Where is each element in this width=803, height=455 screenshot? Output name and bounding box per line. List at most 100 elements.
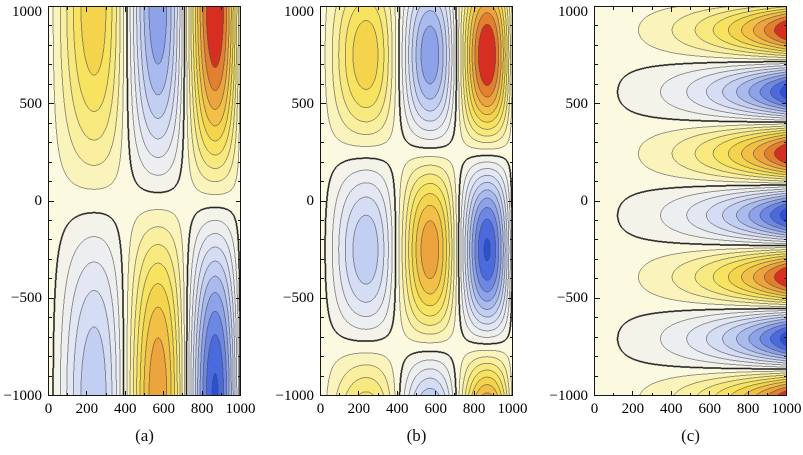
y-tick-mark — [49, 258, 52, 260]
y-tick-mark — [595, 239, 598, 241]
y-tick-mark — [235, 103, 240, 105]
x-tick-label: 1000 — [225, 401, 256, 417]
x-tick-mark — [48, 7, 49, 12]
y-tick-mark — [509, 181, 512, 183]
y-tick-mark — [237, 142, 240, 144]
y-tick-mark — [49, 278, 52, 280]
y-tick-label: 0 — [34, 193, 43, 209]
x-tick-mark — [435, 7, 437, 12]
x-tick-label: 200 — [75, 401, 99, 417]
x-tick-mark — [492, 392, 494, 395]
y-tick-mark — [321, 181, 324, 183]
x-tick-mark — [377, 7, 379, 10]
y-tick-mark — [783, 122, 786, 124]
y-tick-label: −1000 — [549, 387, 588, 404]
y-tick-mark — [235, 6, 240, 7]
y-tick-mark — [595, 395, 600, 396]
y-tick-mark — [509, 336, 512, 338]
y-tick-mark — [49, 6, 54, 7]
x-tick-mark — [67, 392, 69, 395]
y-tick-mark — [235, 395, 240, 396]
y-tick-mark — [509, 239, 512, 241]
y-tick-mark — [49, 297, 54, 299]
y-tick-label: 500 — [19, 95, 43, 112]
x-tick-mark — [163, 390, 165, 395]
y-tick-mark — [595, 297, 600, 299]
x-tick-mark — [632, 390, 634, 395]
x-tick-label: 1000 — [497, 401, 528, 417]
x-tick-mark — [690, 392, 691, 395]
y-tick-mark — [781, 6, 786, 7]
x-tick-mark — [124, 7, 126, 12]
x-tick-label: 0 — [316, 401, 325, 417]
x-tick-mark — [728, 7, 730, 10]
y-tick-mark — [595, 317, 598, 319]
x-tick-label: 1000 — [771, 401, 802, 417]
x-tick-mark — [512, 7, 513, 12]
x-tick-mark — [473, 390, 475, 395]
y-tick-label: −500 — [283, 290, 314, 307]
y-tick-mark — [237, 161, 240, 163]
y-tick-mark — [237, 239, 240, 241]
y-tick-mark — [49, 317, 52, 319]
y-tick-mark — [595, 142, 598, 144]
y-tick-mark — [237, 44, 240, 46]
y-tick-mark — [509, 356, 512, 358]
y-tick-mark — [49, 200, 54, 202]
y-tick-mark — [237, 356, 240, 358]
x-tick-mark — [786, 7, 787, 12]
x-tick-mark — [594, 390, 595, 395]
x-tick-mark — [144, 7, 145, 10]
x-tick-mark — [651, 7, 653, 10]
y-tick-mark — [595, 200, 600, 202]
y-tick-mark — [783, 336, 786, 338]
x-tick-mark — [220, 392, 222, 395]
y-tick-mark — [595, 122, 598, 124]
y-tick-mark — [783, 25, 786, 27]
x-tick-mark — [86, 390, 88, 395]
contour-panel-c: (c) 0 200 400 600 800 1000 1000 500 0 −500 −1000 — [550, 4, 802, 445]
y-tick-mark — [595, 161, 598, 163]
contour-plot-a — [48, 6, 241, 396]
x-tick-mark — [435, 390, 437, 395]
y-tick-mark — [783, 258, 786, 260]
y-tick-mark — [321, 64, 324, 66]
y-tick-label: 1000 — [558, 4, 588, 20]
y-tick-mark — [321, 103, 326, 105]
y-tick-mark — [509, 142, 512, 144]
y-tick-mark — [595, 83, 598, 85]
x-tick-mark — [747, 390, 749, 395]
y-tick-mark — [783, 83, 786, 85]
y-tick-mark — [595, 25, 598, 27]
panel-caption-b: (b) — [406, 426, 427, 445]
y-tick-mark — [237, 64, 240, 66]
y-tick-mark — [509, 375, 512, 377]
y-tick-mark — [509, 44, 512, 46]
x-tick-label: 0 — [590, 401, 599, 417]
y-tick-mark — [237, 25, 240, 27]
y-tick-mark — [509, 25, 512, 27]
y-tick-mark — [321, 161, 324, 163]
y-tick-label: 500 — [291, 95, 315, 112]
y-tick-mark — [783, 44, 786, 46]
y-tick-mark — [595, 6, 600, 7]
x-tick-label: 800 — [190, 401, 214, 417]
y-tick-mark — [781, 200, 786, 202]
x-tick-mark — [358, 390, 360, 395]
x-tick-mark — [339, 392, 341, 395]
contour-plot-b — [320, 6, 513, 396]
x-tick-label: 800 — [462, 401, 486, 417]
x-tick-mark — [416, 392, 417, 395]
y-tick-mark — [321, 83, 324, 85]
contour-plot-c — [594, 6, 787, 396]
contour-panel-a: (a) 0 200 400 600 800 1000 1000 500 0 −500 −1000 — [4, 4, 256, 445]
y-tick-mark — [509, 278, 512, 280]
y-tick-mark — [49, 356, 52, 358]
x-tick-mark — [124, 390, 126, 395]
y-tick-label: −1000 — [275, 387, 314, 404]
x-tick-mark — [512, 390, 513, 395]
y-tick-mark — [49, 64, 52, 66]
y-tick-mark — [235, 297, 240, 299]
x-tick-mark — [67, 7, 69, 10]
x-tick-label: 400 — [114, 401, 137, 417]
